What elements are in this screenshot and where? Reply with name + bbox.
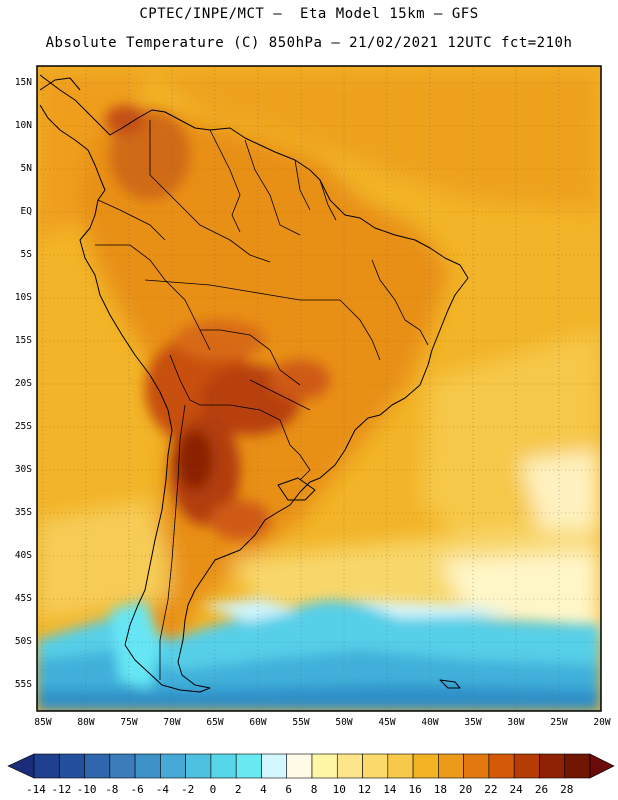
colorbar-swatch [185,753,212,779]
colorbar-swatch [286,753,313,779]
colorbar-swatch [387,753,414,779]
colorbar-label: 22 [484,783,498,796]
colorbar-swatch [160,753,186,779]
colorbar-label: -14 [26,783,46,796]
colorbar [7,753,615,779]
lat-label: 5S [20,249,32,260]
colorbar-label: 18 [433,783,447,796]
lon-label: 70W [163,717,181,728]
map-title-variable: Absolute Temperature (C) 850hPa – 21/02/… [45,35,573,51]
colorbar-label: 12 [357,783,372,796]
lat-label: 30S [14,464,32,475]
lon-label: 75W [120,717,138,728]
colorbar-label: 0 [209,783,217,796]
lat-label: 10S [14,292,32,303]
colorbar-label: -4 [155,783,169,796]
colorbar-label: -12 [51,783,72,796]
colorbar-swatch [362,753,389,779]
colorbar-swatch [58,753,85,779]
colorbar-swatch [235,753,262,779]
colorbar-label: 20 [459,783,473,796]
lon-label: 80W [77,717,95,728]
colorbar-label: -8 [105,783,119,796]
colorbar-label: -6 [130,783,144,796]
lon-label: 85W [34,717,52,728]
lat-label: 45S [14,593,32,604]
colorbar-label: 4 [260,783,267,796]
lat-label: 35S [14,507,32,518]
colorbar-label: 2 [234,783,242,796]
lon-label: 50W [335,717,353,728]
lat-label: 25S [14,421,32,432]
colorbar-swatch [109,753,136,779]
lat-label: 5N [20,163,32,174]
colorbar-label: 24 [509,783,523,796]
lon-label: 25W [550,717,568,728]
lat-label: 20S [14,378,32,389]
colorbar-label: 26 [534,783,549,796]
colorbar-label: 16 [408,783,422,796]
lat-label: 10N [14,120,32,131]
lat-label: 40S [14,550,32,561]
coastline [39,74,469,693]
lon-label: 45W [378,717,396,728]
colorbar-swatch [33,753,60,779]
lon-label: 35W [464,717,482,728]
colorbar-label: 28 [560,783,574,796]
colorbar-label: -10 [76,783,97,796]
colorbar-swatch [488,753,515,779]
colorbar-label: 8 [310,783,318,796]
lat-label: 55S [14,679,32,690]
country-borders [95,120,429,680]
lon-label: 65W [206,717,224,728]
colorbar-swatch [412,753,439,779]
colorbar-swatch [564,753,591,779]
lon-label: 60W [249,717,267,728]
colorbar-swatch [84,753,111,779]
colorbar-max-arrow [589,753,615,779]
temperature-field [37,66,601,711]
colorbar-label: -2 [181,783,195,796]
lon-label: 40W [421,717,439,728]
colorbar-swatch [463,753,490,779]
map-title-source: CPTEC/INPE/MCT – Eta Model 15km – GFS [139,6,479,22]
colorbar-swatch [336,753,363,779]
colorbar-label: 6 [285,783,293,796]
lat-label: 50S [14,636,32,647]
colorbar-swatch [311,753,338,779]
map-frame [36,65,602,712]
colorbar-swatch [261,753,288,779]
colorbar-swatch [210,753,237,779]
lat-label: EQ [20,206,32,217]
lon-label: 30W [507,717,525,728]
colorbar-label: 14 [383,783,397,796]
colorbar-swatch [539,753,566,779]
colorbar-label: 10 [332,783,346,796]
lat-label: 15S [14,335,32,346]
colorbar-swatch [438,753,464,779]
lon-label: 20W [593,717,611,728]
colorbar-swatch [134,753,161,779]
colorbar-min-arrow [7,753,35,779]
colorbar-swatch [513,753,540,779]
lat-label: 15N [14,77,32,88]
lon-label: 55W [292,717,310,728]
